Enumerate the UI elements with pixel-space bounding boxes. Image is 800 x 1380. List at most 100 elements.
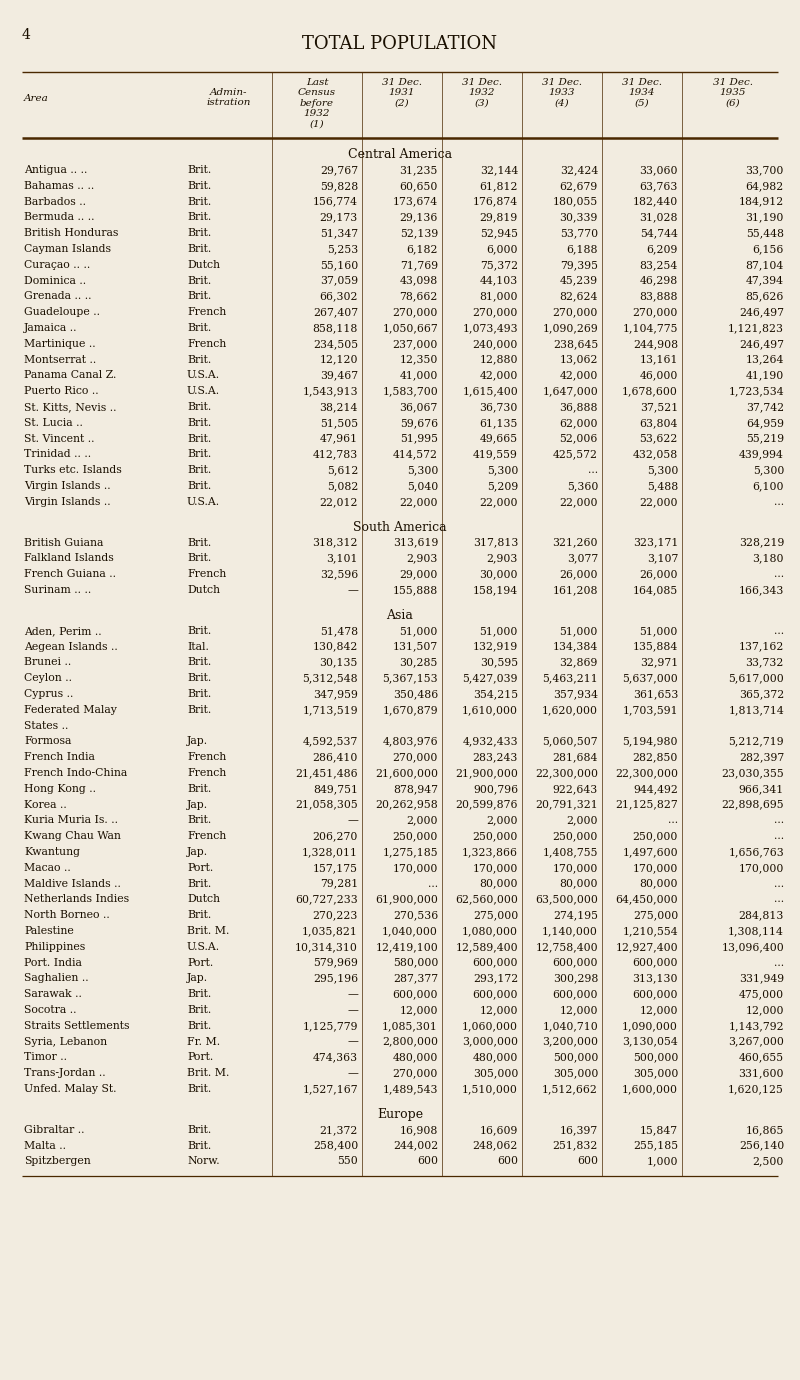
Text: 29,173: 29,173 bbox=[320, 213, 358, 222]
Text: 267,407: 267,407 bbox=[313, 308, 358, 317]
Text: 1,600,000: 1,600,000 bbox=[622, 1085, 678, 1094]
Text: Philippines: Philippines bbox=[24, 941, 86, 952]
Text: 256,140: 256,140 bbox=[738, 1141, 784, 1151]
Text: Socotra ..: Socotra .. bbox=[24, 1005, 77, 1016]
Text: 21,058,305: 21,058,305 bbox=[295, 799, 358, 810]
Text: Port.: Port. bbox=[187, 958, 214, 967]
Text: 1,000: 1,000 bbox=[646, 1156, 678, 1166]
Text: Brit.: Brit. bbox=[187, 911, 211, 920]
Text: —: — bbox=[347, 816, 358, 825]
Text: 3,180: 3,180 bbox=[753, 553, 784, 563]
Text: 80,000: 80,000 bbox=[479, 879, 518, 889]
Text: 46,298: 46,298 bbox=[640, 276, 678, 286]
Text: 176,874: 176,874 bbox=[473, 196, 518, 207]
Text: 22,000: 22,000 bbox=[479, 497, 518, 506]
Text: Brit.: Brit. bbox=[187, 213, 211, 222]
Text: 51,478: 51,478 bbox=[320, 625, 358, 636]
Text: 282,397: 282,397 bbox=[738, 752, 784, 762]
Text: 5,427,039: 5,427,039 bbox=[462, 673, 518, 683]
Text: Trans-Jordan ..: Trans-Jordan .. bbox=[24, 1068, 106, 1078]
Text: Brit. M.: Brit. M. bbox=[187, 1068, 230, 1078]
Text: 5,209: 5,209 bbox=[486, 482, 518, 491]
Text: 52,945: 52,945 bbox=[480, 228, 518, 239]
Text: 164,085: 164,085 bbox=[633, 585, 678, 595]
Text: 12,927,400: 12,927,400 bbox=[615, 941, 678, 952]
Text: Brit.: Brit. bbox=[187, 657, 211, 668]
Text: 6,209: 6,209 bbox=[646, 244, 678, 254]
Text: 4: 4 bbox=[22, 28, 31, 41]
Text: 5,300: 5,300 bbox=[406, 465, 438, 475]
Text: 37,742: 37,742 bbox=[746, 402, 784, 413]
Text: Brit.: Brit. bbox=[187, 1021, 211, 1031]
Text: 246,497: 246,497 bbox=[739, 308, 784, 317]
Text: 63,804: 63,804 bbox=[640, 418, 678, 428]
Text: Brit.: Brit. bbox=[187, 276, 211, 286]
Text: Saghalien ..: Saghalien .. bbox=[24, 973, 89, 984]
Text: 55,219: 55,219 bbox=[746, 433, 784, 443]
Text: Admin-
istration: Admin- istration bbox=[206, 88, 250, 108]
Text: 300,298: 300,298 bbox=[553, 973, 598, 984]
Text: Brit.: Brit. bbox=[187, 538, 211, 548]
Text: 1,615,400: 1,615,400 bbox=[462, 386, 518, 396]
Text: Brit.: Brit. bbox=[187, 1125, 211, 1134]
Text: 270,000: 270,000 bbox=[393, 308, 438, 317]
Text: Spitzbergen: Spitzbergen bbox=[24, 1156, 90, 1166]
Text: 4,592,537: 4,592,537 bbox=[302, 737, 358, 747]
Text: 274,195: 274,195 bbox=[553, 911, 598, 920]
Text: ...: ... bbox=[774, 894, 784, 904]
Text: 350,486: 350,486 bbox=[393, 689, 438, 700]
Text: 275,000: 275,000 bbox=[473, 911, 518, 920]
Text: 1,073,493: 1,073,493 bbox=[462, 323, 518, 333]
Text: 22,000: 22,000 bbox=[399, 497, 438, 506]
Text: 966,341: 966,341 bbox=[738, 784, 784, 793]
Text: 12,000: 12,000 bbox=[639, 1005, 678, 1016]
Text: Aden, Perim ..: Aden, Perim .. bbox=[24, 625, 102, 636]
Text: 71,769: 71,769 bbox=[400, 259, 438, 270]
Text: 305,000: 305,000 bbox=[633, 1068, 678, 1078]
Text: 1,408,755: 1,408,755 bbox=[542, 847, 598, 857]
Text: 579,969: 579,969 bbox=[313, 958, 358, 967]
Text: 600,000: 600,000 bbox=[473, 958, 518, 967]
Text: 61,812: 61,812 bbox=[479, 181, 518, 190]
Text: 1,104,775: 1,104,775 bbox=[622, 323, 678, 333]
Text: 250,000: 250,000 bbox=[633, 831, 678, 842]
Text: 2,000: 2,000 bbox=[486, 816, 518, 825]
Text: Kuria Muria Is. ..: Kuria Muria Is. .. bbox=[24, 816, 118, 825]
Text: 282,850: 282,850 bbox=[633, 752, 678, 762]
Text: 313,619: 313,619 bbox=[393, 538, 438, 548]
Text: 240,000: 240,000 bbox=[473, 339, 518, 349]
Text: 318,312: 318,312 bbox=[313, 538, 358, 548]
Text: ...: ... bbox=[774, 497, 784, 506]
Text: 47,961: 47,961 bbox=[320, 433, 358, 443]
Text: Grenada .. ..: Grenada .. .. bbox=[24, 291, 91, 301]
Text: 22,898,695: 22,898,695 bbox=[722, 799, 784, 810]
Text: Kwang Chau Wan: Kwang Chau Wan bbox=[24, 831, 121, 842]
Text: 41,000: 41,000 bbox=[400, 370, 438, 381]
Text: Dominica ..: Dominica .. bbox=[24, 276, 86, 286]
Text: 31,190: 31,190 bbox=[746, 213, 784, 222]
Text: 52,006: 52,006 bbox=[560, 433, 598, 443]
Text: 4,932,433: 4,932,433 bbox=[462, 737, 518, 747]
Text: British Guiana: British Guiana bbox=[24, 538, 103, 548]
Text: 305,000: 305,000 bbox=[553, 1068, 598, 1078]
Text: 16,609: 16,609 bbox=[480, 1125, 518, 1134]
Text: 63,763: 63,763 bbox=[640, 181, 678, 190]
Text: 5,082: 5,082 bbox=[326, 482, 358, 491]
Text: 157,175: 157,175 bbox=[313, 862, 358, 872]
Text: 238,645: 238,645 bbox=[553, 339, 598, 349]
Text: 1,121,823: 1,121,823 bbox=[728, 323, 784, 333]
Text: Jamaica ..: Jamaica .. bbox=[24, 323, 78, 333]
Text: 1,670,879: 1,670,879 bbox=[382, 705, 438, 715]
Text: 12,000: 12,000 bbox=[479, 1005, 518, 1016]
Text: 46,000: 46,000 bbox=[640, 370, 678, 381]
Text: Brunei ..: Brunei .. bbox=[24, 657, 71, 668]
Text: 3,000,000: 3,000,000 bbox=[462, 1036, 518, 1046]
Text: U.S.A.: U.S.A. bbox=[187, 386, 220, 396]
Text: 270,000: 270,000 bbox=[393, 752, 438, 762]
Text: Maldive Islands ..: Maldive Islands .. bbox=[24, 879, 121, 889]
Text: 158,194: 158,194 bbox=[473, 585, 518, 595]
Text: 1,323,866: 1,323,866 bbox=[462, 847, 518, 857]
Text: 1,040,000: 1,040,000 bbox=[382, 926, 438, 936]
Text: 361,653: 361,653 bbox=[633, 689, 678, 700]
Text: Dutch: Dutch bbox=[187, 894, 220, 904]
